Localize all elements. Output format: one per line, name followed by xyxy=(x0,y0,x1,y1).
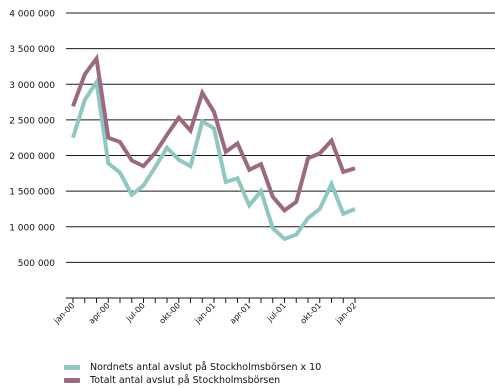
gridlines xyxy=(66,12,495,263)
y-axis: 4 000 000 3 500 000 3 000 000 2 500 000 2 00… xyxy=(9,10,55,269)
series-line-nordnet xyxy=(71,76,356,242)
legend: Nordnets antal avslut på Stockholmsbörse… xyxy=(64,361,321,387)
y-tick-label: 1 500 000 xyxy=(9,188,55,198)
x-tick-label: apr-01 xyxy=(228,301,253,326)
legend-label-totalt: Totalt antal avslut på Stockholmsbörsen xyxy=(90,375,281,386)
x-tick-label: jul-00 xyxy=(124,301,147,324)
legend-swatch-nordnet xyxy=(64,365,80,370)
series-line-totalt xyxy=(71,53,356,214)
x-tick-label: apr-00 xyxy=(87,301,112,326)
x-tick-label: okt-00 xyxy=(158,301,183,326)
y-tick-label: 3 000 000 xyxy=(9,81,55,91)
series-lines xyxy=(71,53,356,242)
legend-item-totalt: Totalt antal avslut på Stockholmsbörsen xyxy=(64,374,321,387)
x-tick-label: jan-00 xyxy=(51,301,76,326)
legend-swatch-totalt xyxy=(64,378,80,383)
x-axis: jan-00 apr-00 jul-00 okt-00 jan-01 apr-01 jul-… xyxy=(51,297,495,326)
legend-label-nordnet: Nordnets antal avslut på Stockholmsbörse… xyxy=(90,362,322,373)
y-tick-label: 2 000 000 xyxy=(9,152,55,162)
y-tick-label: 4 000 000 xyxy=(9,10,55,20)
y-tick-label: 500 000 xyxy=(18,259,55,269)
y-tick-label: 2 500 000 xyxy=(9,116,55,126)
x-tick-label: jan-02 xyxy=(333,301,358,326)
y-tick-label: 3 500 000 xyxy=(9,45,55,55)
x-tick-label: okt-01 xyxy=(299,301,324,326)
x-tick-label: jan-01 xyxy=(192,301,217,326)
y-tick-label: 1 000 000 xyxy=(9,223,55,233)
x-tick-label: jul-01 xyxy=(265,301,288,324)
legend-item-nordnet: Nordnets antal avslut på Stockholmsbörse… xyxy=(64,361,321,374)
